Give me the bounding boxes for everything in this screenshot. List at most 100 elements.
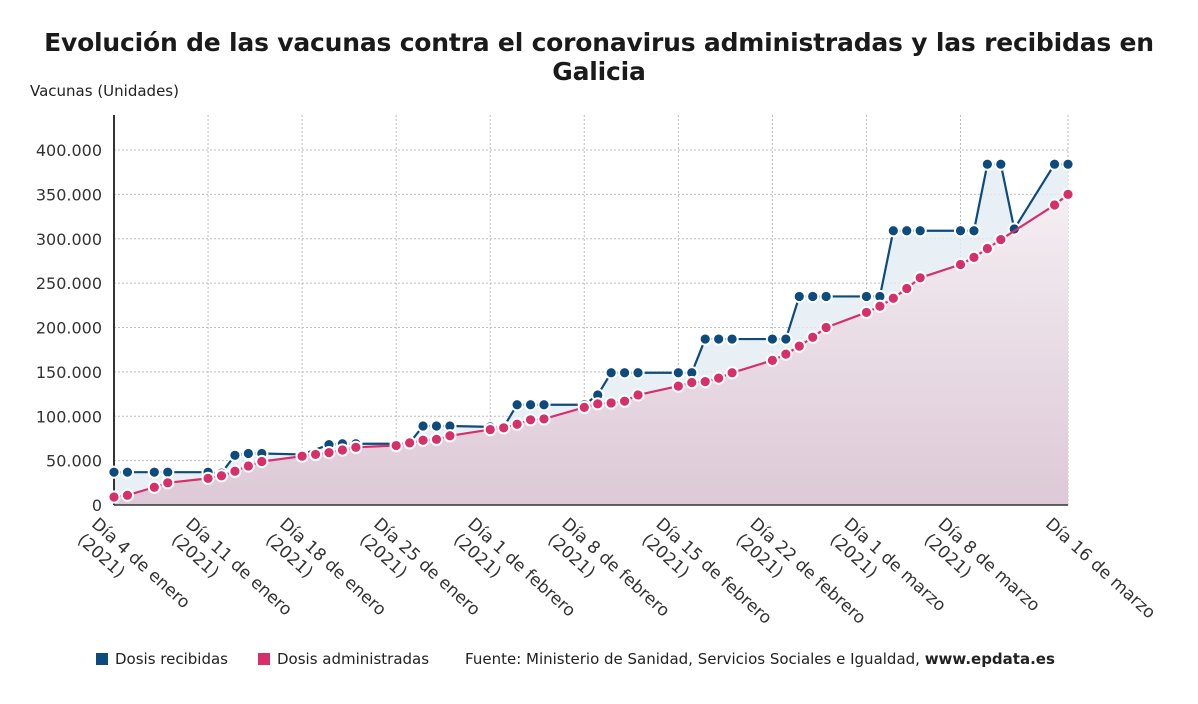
data-point-received [980, 157, 994, 171]
data-point-administered [389, 438, 403, 453]
y-tick-label: 350.000 [36, 185, 102, 204]
data-point-received [819, 289, 833, 304]
data-point-received [859, 289, 874, 304]
legend-swatch-received [96, 653, 108, 665]
data-point-received [429, 419, 444, 433]
data-point-received [107, 465, 121, 479]
y-tick-label: 250.000 [36, 274, 102, 293]
data-point-administered [631, 388, 645, 402]
data-point-administered [953, 257, 968, 272]
data-point-received [712, 332, 726, 346]
data-point-received [241, 446, 255, 461]
data-point-received [537, 398, 551, 412]
data-point-received [1061, 157, 1075, 171]
data-point-administered [537, 412, 551, 426]
legend-swatch-administered [258, 653, 270, 665]
data-point-administered [214, 469, 229, 483]
data-point-administered [1061, 187, 1075, 201]
data-point-received [792, 289, 806, 304]
data-point-received [886, 224, 900, 238]
data-point-administered [886, 291, 900, 305]
data-point-administered [255, 454, 269, 469]
data-point-administered [967, 250, 981, 264]
data-point-administered [308, 447, 323, 462]
data-point-administered [806, 330, 820, 344]
data-point-administered [416, 433, 430, 447]
data-point-received [806, 289, 820, 304]
data-point-administered [1047, 198, 1062, 212]
data-point-received [994, 157, 1008, 171]
data-point-administered [147, 480, 161, 494]
data-point-administered [120, 488, 135, 502]
data-point-administered [698, 375, 712, 389]
data-point-administered [443, 429, 457, 443]
data-point-received [725, 332, 739, 346]
data-point-administered [617, 394, 632, 408]
data-point-administered [994, 233, 1008, 247]
data-point-administered [322, 446, 336, 460]
data-point-administered [859, 305, 874, 320]
data-point-administered [725, 366, 739, 380]
data-point-received [967, 224, 981, 238]
data-point-administered [671, 379, 685, 393]
data-point-received [161, 465, 175, 479]
data-point-received [671, 366, 685, 380]
data-point-received [617, 366, 632, 380]
data-point-administered [403, 436, 417, 450]
y-tick-label: 0 [92, 496, 102, 515]
data-point-received [604, 366, 618, 380]
x-tick-label: Día 8 de marzo(2021) [920, 514, 1044, 616]
data-point-received [698, 332, 712, 346]
data-point-administered [819, 320, 833, 335]
data-point-administered [349, 440, 363, 454]
data-point-administered [335, 443, 350, 457]
data-point-received [953, 224, 968, 238]
x-tick-label: Día 16 de marzo [1041, 514, 1159, 623]
data-point-received [147, 465, 161, 479]
data-point-administered [228, 464, 242, 478]
y-axis-title: Vacunas (Unidades) [30, 82, 179, 100]
data-point-administered [591, 397, 605, 411]
y-tick-label: 50.000 [46, 452, 102, 471]
data-point-administered [497, 421, 511, 435]
data-point-received [228, 448, 242, 462]
data-point-administered [523, 413, 538, 427]
y-tick-label: 100.000 [36, 407, 102, 426]
y-tick-label: 300.000 [36, 230, 102, 249]
legend-item-administered: Dosis administradas [258, 650, 429, 668]
data-point-administered [510, 417, 524, 431]
data-point-received [120, 465, 135, 479]
source-site: www.epdata.es [924, 650, 1055, 668]
y-tick-label: 150.000 [36, 363, 102, 382]
legend-item-received: Dosis recibidas [96, 650, 228, 668]
data-point-administered [295, 449, 309, 463]
legend-label-received: Dosis recibidas [115, 650, 228, 668]
data-point-administered [241, 459, 255, 473]
legend: Dosis recibidas Dosis administradas Fuen… [96, 650, 1055, 668]
data-point-administered [161, 476, 175, 490]
data-point-administered [604, 396, 618, 410]
data-point-received [416, 419, 430, 433]
data-point-administered [712, 371, 726, 385]
data-point-administered [900, 281, 914, 296]
data-point-administered [765, 353, 779, 367]
data-point-administered [429, 432, 444, 446]
data-point-received [631, 366, 645, 380]
data-point-received [1047, 157, 1062, 171]
data-point-administered [980, 241, 994, 256]
data-point-administered [913, 271, 927, 285]
y-tick-label: 400.000 [36, 141, 102, 160]
data-point-administered [201, 471, 215, 485]
chart-title: Evolución de las vacunas contra el coron… [44, 28, 1154, 86]
data-point-administered [685, 375, 699, 390]
data-point-administered [873, 299, 887, 313]
data-point-administered [483, 422, 497, 437]
data-point-administered [107, 490, 121, 504]
data-point-received [900, 224, 914, 238]
data-point-administered [792, 339, 806, 353]
legend-label-administered: Dosis administradas [277, 650, 430, 668]
data-point-received [765, 332, 779, 346]
source-text: Fuente: Ministerio de Sanidad, Servicios… [465, 650, 925, 668]
x-tick-label-line: Día 16 de marzo [1041, 514, 1159, 623]
